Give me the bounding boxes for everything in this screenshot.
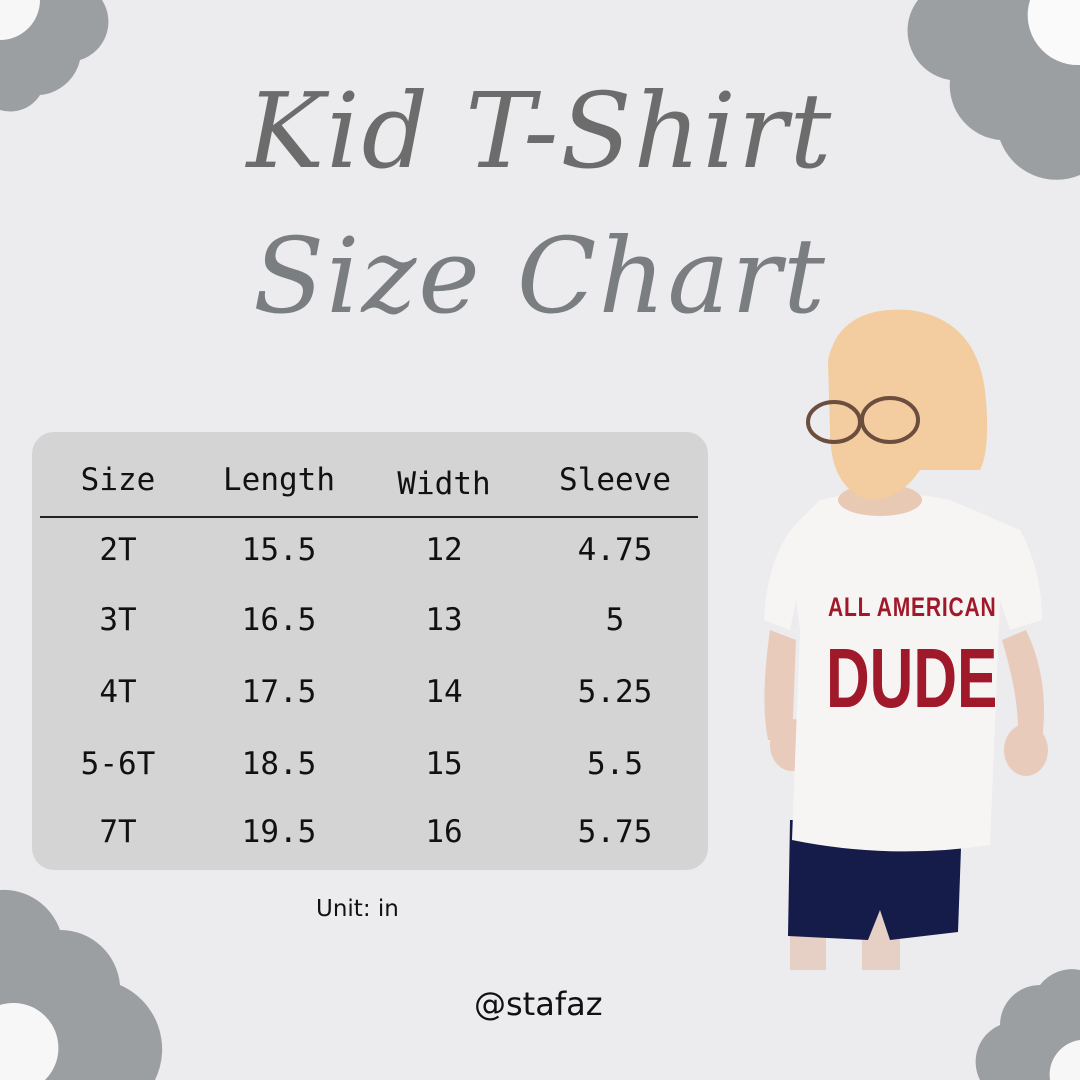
unit-note: Unit: in: [316, 896, 399, 922]
cell-sleeve: 5: [605, 602, 625, 638]
handle: @stafaz: [474, 985, 603, 1023]
kid-photo: [764, 309, 1048, 970]
header-size: Size: [80, 462, 156, 498]
flower-decoration-bottom-left: [0, 889, 163, 1080]
cell-size: 2T: [99, 532, 137, 568]
cell-size: 3T: [99, 602, 137, 638]
header-width: Width: [397, 466, 491, 502]
cell-length: 19.5: [241, 814, 317, 850]
cell-length: 15.5: [241, 532, 317, 568]
shirt-print-line-2: DUDE: [826, 631, 998, 725]
cell-length: 17.5: [241, 674, 317, 710]
cell-size: 7T: [99, 814, 137, 850]
cell-length: 16.5: [241, 602, 317, 638]
header-sleeve: Sleeve: [559, 462, 671, 498]
cell-width: 14: [425, 674, 463, 710]
cell-width: 16: [425, 814, 463, 850]
cell-sleeve: 5.75: [577, 814, 653, 850]
cell-width: 13: [425, 602, 463, 638]
cell-size: 5-6T: [80, 746, 156, 782]
cell-sleeve: 5.5: [587, 746, 643, 782]
header-length: Length: [223, 462, 335, 498]
cell-width: 15: [425, 746, 463, 782]
flower-decoration-top-right: [907, 0, 1080, 180]
cell-sleeve: 4.75: [577, 532, 653, 568]
cell-size: 4T: [99, 674, 137, 710]
cell-length: 18.5: [241, 746, 317, 782]
header-divider: [40, 516, 698, 518]
cell-width: 12: [425, 532, 463, 568]
title-line-2: Size Chart: [253, 215, 827, 337]
size-table: Size Length Width Sleeve 2T 15.5 12 4.75 3T 1…: [32, 432, 708, 870]
title-line-1: Kid T-Shirt: [246, 70, 834, 192]
flower-decoration-top-left: [0, 0, 109, 112]
cell-sleeve: 5.25: [577, 674, 653, 710]
shirt-print-line-1: ALL AMERICAN: [828, 592, 997, 622]
flower-decoration-bottom-right: [975, 969, 1080, 1080]
